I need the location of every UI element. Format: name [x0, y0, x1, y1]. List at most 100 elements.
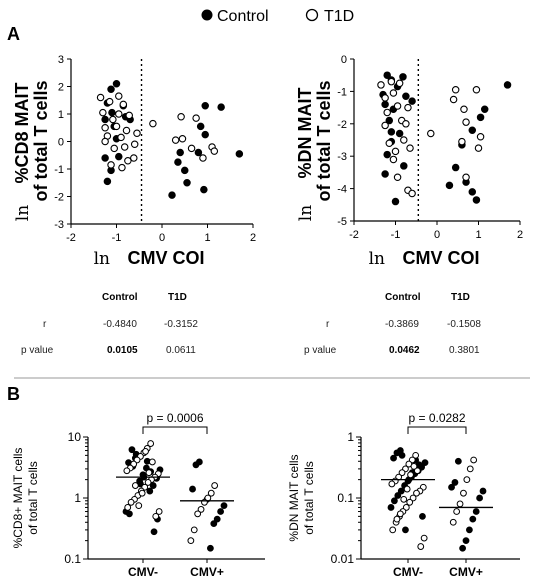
t1d-point: [145, 469, 153, 477]
t1d-point: [125, 111, 133, 120]
y-tick-label: -4: [337, 184, 347, 196]
y-tick-label: -2: [337, 119, 347, 131]
t1d-point: [388, 480, 396, 488]
control-point: [383, 150, 391, 159]
panel-label-b: B: [7, 384, 20, 404]
control-point: [217, 103, 225, 111]
t1d-point: [118, 163, 126, 172]
y-tick-label: 3: [58, 54, 64, 66]
y-tick-label: 1: [347, 430, 354, 444]
t1d-point: [152, 512, 160, 520]
t1d-point: [211, 482, 219, 489]
control-point: [503, 81, 512, 89]
t1d-point: [187, 144, 196, 153]
t1d-point: [112, 122, 121, 131]
control-point: [454, 457, 462, 465]
t1d-point: [470, 456, 478, 464]
y-tick-label: 0.1: [337, 491, 354, 505]
control-point: [101, 115, 109, 124]
t1d-point: [127, 498, 135, 506]
control-point: [421, 459, 429, 467]
control-point: [397, 487, 405, 495]
control-point: [480, 105, 489, 113]
y-axis-label-line2: of total T cells: [31, 80, 51, 201]
y-axis-label: %DN MAIT cells of total T cells: [287, 454, 316, 541]
control-point: [402, 92, 410, 101]
control-point: [448, 483, 455, 491]
y-tick-label: -3: [337, 151, 347, 163]
t1d-point: [472, 86, 481, 94]
y-axis-label-line1: %CD8+ MAIT cells: [11, 448, 25, 549]
panel-label-a: A: [7, 24, 20, 44]
t1d-point: [133, 129, 141, 138]
control-point: [181, 166, 189, 175]
t1d-point: [197, 506, 205, 513]
t1d-point: [458, 137, 466, 146]
stats-p-control: 0.0462: [389, 345, 420, 356]
stats-r-control: -0.3869: [385, 319, 419, 330]
control-point: [189, 485, 196, 493]
scatter-dn-panel: -5 -4 -3 -2 -1 0 -2 -1 0 1 2 ln %DN MAIT of total T c…: [295, 54, 523, 269]
t1d-point: [406, 144, 414, 152]
t1d-point: [178, 135, 187, 143]
t1d-point: [96, 93, 105, 102]
control-point: [391, 197, 400, 206]
control-point: [192, 461, 200, 469]
t1d-point: [462, 118, 470, 126]
t1d-point: [377, 81, 385, 89]
control-point: [479, 487, 487, 495]
control-point: [107, 85, 115, 94]
t1d-point: [453, 508, 461, 515]
y-tick-label: 0.1: [64, 552, 81, 566]
y-tick-label: 1: [74, 491, 81, 505]
control-point: [468, 126, 477, 135]
significance-bracket: [142, 426, 208, 434]
stats-p-t1d: 0.3801: [449, 345, 480, 356]
control-point: [408, 97, 416, 105]
t1d-point: [417, 543, 425, 550]
t1d-point: [389, 155, 398, 164]
t1d-point: [155, 508, 163, 515]
t1d-point: [124, 504, 132, 511]
x-tick-label: 2: [517, 229, 523, 241]
control-point: [399, 73, 407, 81]
x-axis-label-prefix: ln: [369, 249, 385, 269]
control-point: [217, 508, 225, 515]
t1d-point: [187, 537, 195, 545]
t1d-point: [456, 500, 464, 508]
t1d-point: [460, 489, 467, 497]
y-axis-label-line2: of total T cells: [26, 461, 40, 535]
t1d-point: [400, 136, 408, 144]
control-point: [200, 185, 208, 194]
y-tick-label: -1: [54, 164, 64, 176]
y-tick-label: 10: [68, 430, 82, 444]
t1d-point: [115, 92, 123, 100]
x-tick-label: 1: [204, 232, 210, 244]
t1d-point: [130, 154, 138, 162]
t1d-point: [396, 510, 404, 518]
control-point: [451, 163, 460, 172]
t1d-point: [148, 458, 156, 466]
t1d-point: [122, 126, 131, 135]
t1d-point: [123, 467, 131, 475]
control-point: [391, 497, 398, 505]
y-tick-label: -5: [337, 216, 347, 228]
control-point: [174, 158, 182, 166]
legend-control-marker: [201, 9, 213, 21]
t1d-point: [107, 161, 115, 169]
t1d-point: [190, 526, 198, 534]
control-point: [168, 191, 176, 199]
t1d-point: [199, 154, 207, 162]
t1d-point: [403, 485, 411, 493]
legend-control-label: Control: [217, 8, 269, 25]
t1d-point: [110, 144, 118, 153]
t1d-point: [460, 105, 468, 113]
t1d-point: [105, 97, 114, 106]
legend-t1d-label: T1D: [324, 8, 354, 25]
t1d-point: [138, 489, 146, 497]
t1d-point: [466, 465, 474, 473]
t1d-point: [149, 119, 157, 128]
control-point: [385, 116, 394, 125]
t1d-point: [407, 471, 414, 479]
